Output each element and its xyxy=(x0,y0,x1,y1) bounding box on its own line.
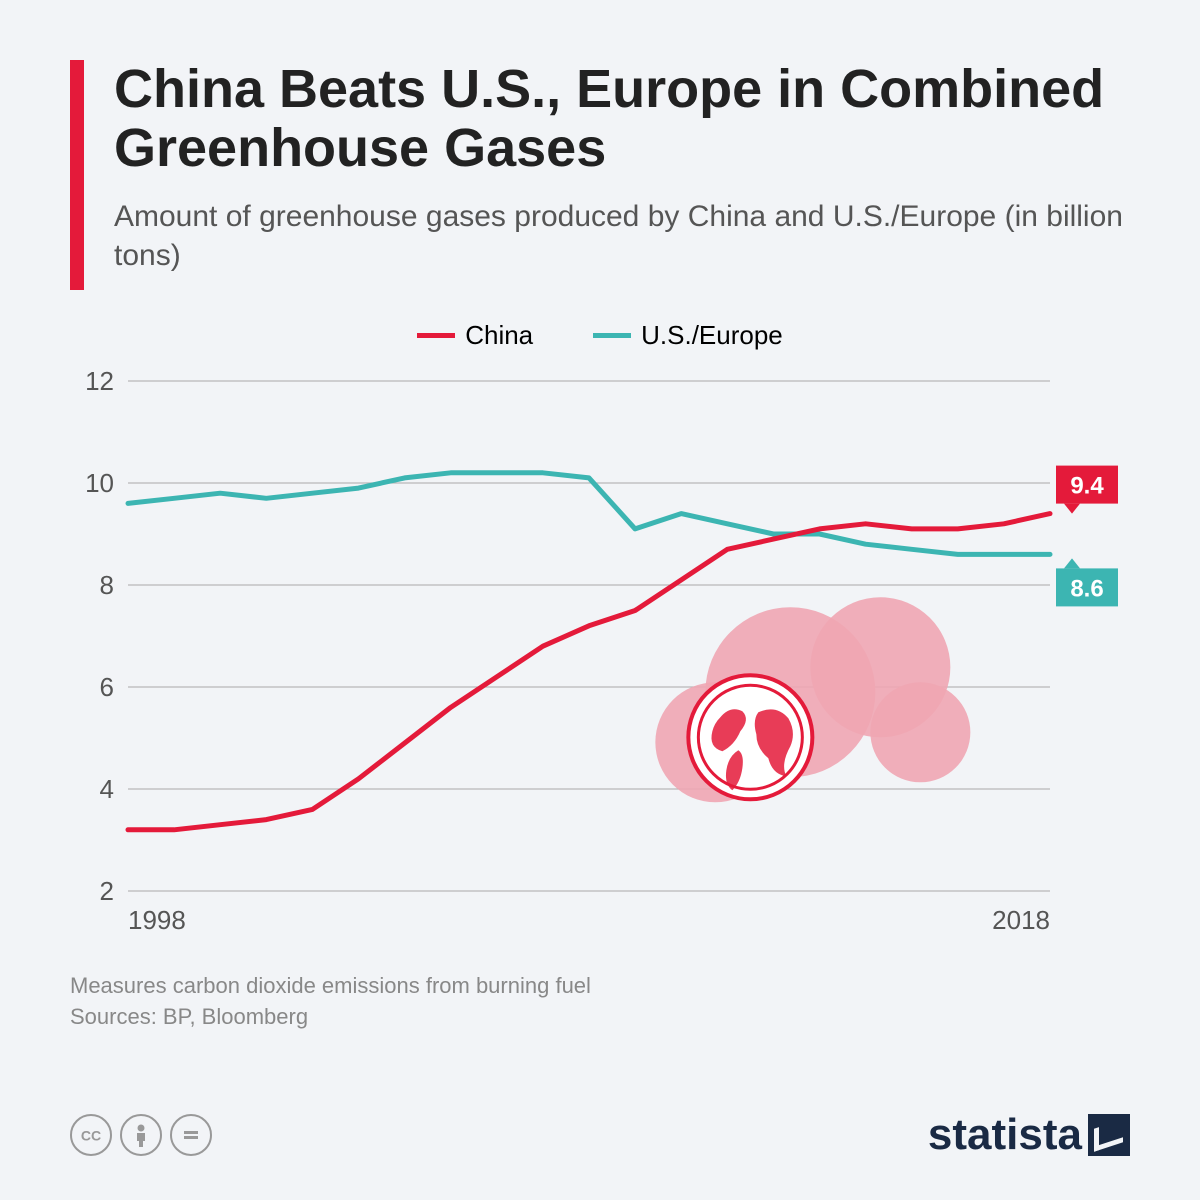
svg-text:2018: 2018 xyxy=(992,905,1050,935)
subtitle: Amount of greenhouse gases produced by C… xyxy=(114,197,1130,275)
by-icon-svg xyxy=(131,1122,151,1148)
legend-item-china: China xyxy=(417,320,533,351)
svg-text:8: 8 xyxy=(100,570,114,600)
brand-text: statista xyxy=(928,1110,1082,1160)
legend-dash-us-eu xyxy=(593,333,631,338)
nd-icon-svg xyxy=(180,1124,202,1146)
svg-text:4: 4 xyxy=(100,774,114,804)
chart: 2 4 6 8 10 12 1998 2018 8.6 9.4 xyxy=(70,361,1130,941)
header: China Beats U.S., Europe in Combined Gre… xyxy=(70,60,1130,290)
brand: statista xyxy=(928,1110,1130,1160)
legend-dash-china xyxy=(417,333,455,338)
cc-icon-svg: CC xyxy=(78,1122,104,1148)
by-icon xyxy=(120,1114,162,1156)
cc-icon: CC xyxy=(70,1114,112,1156)
legend-item-us-eu: U.S./Europe xyxy=(593,320,783,351)
footer: CC statista xyxy=(70,1110,1130,1160)
accent-bar xyxy=(70,60,84,290)
svg-text:10: 10 xyxy=(85,468,114,498)
legend-label-china: China xyxy=(465,320,533,351)
brand-mark-icon xyxy=(1088,1114,1130,1156)
legend-label-us-eu: U.S./Europe xyxy=(641,320,783,351)
svg-text:CC: CC xyxy=(81,1127,101,1143)
svg-text:9.4: 9.4 xyxy=(1070,473,1104,500)
cc-icons: CC xyxy=(70,1114,212,1156)
chart-svg: 2 4 6 8 10 12 1998 2018 8.6 9.4 xyxy=(70,361,1130,941)
svg-text:6: 6 xyxy=(100,672,114,702)
svg-text:2: 2 xyxy=(100,876,114,906)
footnote-line1: Measures carbon dioxide emissions from b… xyxy=(70,973,591,998)
svg-text:12: 12 xyxy=(85,366,114,396)
nd-icon xyxy=(170,1114,212,1156)
footnote-line2: Sources: BP, Bloomberg xyxy=(70,1004,308,1029)
svg-text:8.6: 8.6 xyxy=(1070,575,1103,602)
infographic-container: China Beats U.S., Europe in Combined Gre… xyxy=(0,0,1200,1200)
svg-text:1998: 1998 xyxy=(128,905,186,935)
page-title: China Beats U.S., Europe in Combined Gre… xyxy=(114,60,1130,179)
footnote: Measures carbon dioxide emissions from b… xyxy=(70,971,1130,1033)
legend: China U.S./Europe xyxy=(70,320,1130,351)
header-text: China Beats U.S., Europe in Combined Gre… xyxy=(114,60,1130,275)
